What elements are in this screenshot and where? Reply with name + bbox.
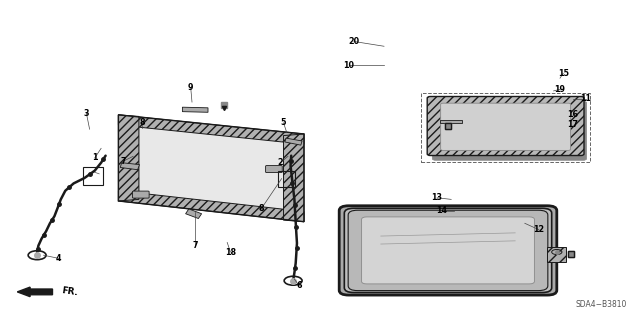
Text: 15: 15 bbox=[557, 69, 569, 78]
Text: 4: 4 bbox=[56, 254, 61, 263]
FancyArrow shape bbox=[17, 287, 52, 297]
Text: FR.: FR. bbox=[61, 286, 78, 298]
FancyBboxPatch shape bbox=[132, 191, 149, 198]
Text: 3: 3 bbox=[84, 109, 89, 118]
Polygon shape bbox=[186, 209, 202, 219]
Polygon shape bbox=[120, 163, 140, 170]
FancyBboxPatch shape bbox=[362, 217, 534, 284]
Polygon shape bbox=[118, 191, 304, 222]
Polygon shape bbox=[139, 118, 284, 219]
Text: SDA4−B3810: SDA4−B3810 bbox=[576, 300, 627, 309]
Text: 2: 2 bbox=[278, 158, 283, 167]
Polygon shape bbox=[547, 247, 566, 262]
Text: 8: 8 bbox=[259, 204, 264, 213]
Text: 17: 17 bbox=[567, 120, 579, 129]
Text: 11: 11 bbox=[580, 94, 591, 103]
Text: 7: 7 bbox=[193, 241, 198, 250]
Polygon shape bbox=[182, 107, 208, 112]
Text: 8: 8 bbox=[140, 118, 145, 127]
Polygon shape bbox=[440, 120, 463, 123]
FancyBboxPatch shape bbox=[433, 101, 587, 160]
Text: 12: 12 bbox=[533, 225, 545, 234]
Polygon shape bbox=[118, 115, 139, 201]
Text: 13: 13 bbox=[431, 193, 443, 202]
FancyBboxPatch shape bbox=[348, 210, 548, 291]
FancyBboxPatch shape bbox=[266, 166, 282, 173]
Text: 10: 10 bbox=[343, 61, 355, 70]
Text: 5: 5 bbox=[281, 118, 286, 127]
Text: 19: 19 bbox=[554, 85, 566, 94]
FancyBboxPatch shape bbox=[344, 208, 552, 293]
Text: 14: 14 bbox=[436, 206, 447, 215]
Polygon shape bbox=[118, 115, 304, 144]
FancyBboxPatch shape bbox=[339, 206, 557, 295]
Polygon shape bbox=[284, 134, 304, 222]
FancyBboxPatch shape bbox=[428, 96, 584, 156]
Text: 7: 7 bbox=[121, 157, 126, 166]
Text: 16: 16 bbox=[567, 110, 579, 119]
Text: 9: 9 bbox=[188, 83, 193, 92]
FancyBboxPatch shape bbox=[441, 103, 571, 151]
Text: 6: 6 bbox=[296, 281, 301, 290]
Polygon shape bbox=[285, 138, 302, 145]
Text: 1: 1 bbox=[92, 153, 97, 162]
Text: 18: 18 bbox=[225, 248, 236, 256]
Text: 20: 20 bbox=[348, 37, 360, 46]
